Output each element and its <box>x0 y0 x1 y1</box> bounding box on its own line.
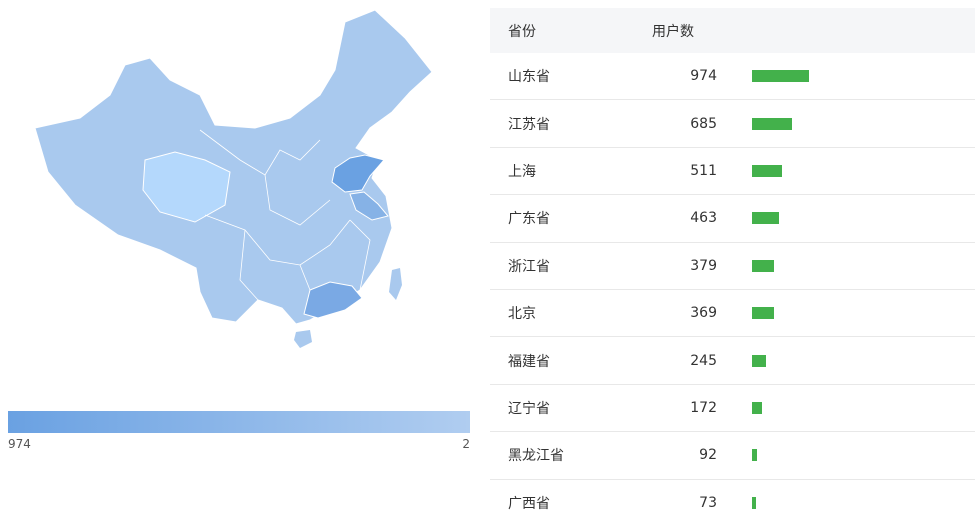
hainan <box>294 330 312 348</box>
value-cell: 369 <box>690 305 717 322</box>
province-cell: 辽宁省 <box>508 400 550 417</box>
value-bar <box>752 354 767 367</box>
province-cell: 山东省 <box>508 69 550 86</box>
value-bar <box>752 496 757 509</box>
province-cell: 福建省 <box>508 353 550 370</box>
value-cell: 463 <box>690 210 717 227</box>
table-row: 上海 511 <box>490 148 975 196</box>
table-row: 辽宁省 172 <box>490 385 975 433</box>
table-header: 省份 用户数 <box>490 8 975 53</box>
value-cell: 379 <box>690 257 717 274</box>
qinghai <box>142 151 231 223</box>
value-bar <box>752 212 780 225</box>
province-cell: 北京 <box>508 306 536 323</box>
table-row: 山东省 974 <box>490 53 975 101</box>
value-cell: 92 <box>699 447 717 464</box>
table-row: 北京 369 <box>490 290 975 338</box>
guangdong <box>303 281 363 319</box>
value-cell: 73 <box>699 494 717 511</box>
value-bar <box>752 307 774 320</box>
jiangsu <box>349 191 389 221</box>
table-row: 广东省 463 <box>490 195 975 243</box>
value-bar <box>752 259 775 272</box>
value-bar <box>752 70 809 83</box>
value-bar <box>752 117 793 130</box>
map <box>8 9 470 433</box>
table-row: 江苏省 685 <box>490 100 975 148</box>
header-cell[interactable]: 用户数 <box>652 23 694 40</box>
table-row: 福建省 245 <box>490 337 975 385</box>
legend-min: 2 <box>462 437 470 451</box>
province-borders <box>199 129 371 301</box>
table: 省份 用户数 山东省 974 江苏省 685 上海 511 广东省 463 浙江省 379 北京 36… <box>490 8 975 512</box>
value-bar <box>752 449 758 462</box>
value-cell: 974 <box>690 68 717 85</box>
shandong <box>331 154 385 193</box>
value-cell: 245 <box>690 352 717 369</box>
table-row: 黑龙江省 92 <box>490 432 975 480</box>
value-bar <box>752 401 763 414</box>
taiwan <box>389 268 402 300</box>
province-cell: 广西省 <box>508 495 550 512</box>
legend-max: 974 <box>8 437 31 451</box>
province-cell: 浙江省 <box>508 258 550 275</box>
province-cell: 上海 <box>508 163 536 180</box>
value-cell: 685 <box>690 115 717 132</box>
province-cell: 黑龙江省 <box>508 448 564 465</box>
province-cell: 广东省 <box>508 211 550 228</box>
table-row: 广西省 73 <box>490 480 975 512</box>
value-bar <box>752 164 782 177</box>
province-cell: 江苏省 <box>508 116 550 133</box>
header-cell: 省份 <box>508 23 536 40</box>
value-cell: 511 <box>690 162 717 179</box>
china-outline <box>34 9 433 325</box>
value-cell: 172 <box>690 399 717 416</box>
color-legend <box>8 411 470 433</box>
table-row: 浙江省 379 <box>490 243 975 290</box>
